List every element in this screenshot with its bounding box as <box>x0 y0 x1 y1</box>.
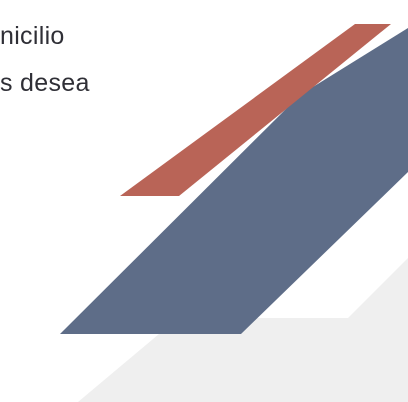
text-line-2: s desea <box>0 69 90 97</box>
text-line-1: nicilio <box>0 22 65 50</box>
red-stripe <box>120 24 391 196</box>
blue-stripe <box>60 28 408 334</box>
